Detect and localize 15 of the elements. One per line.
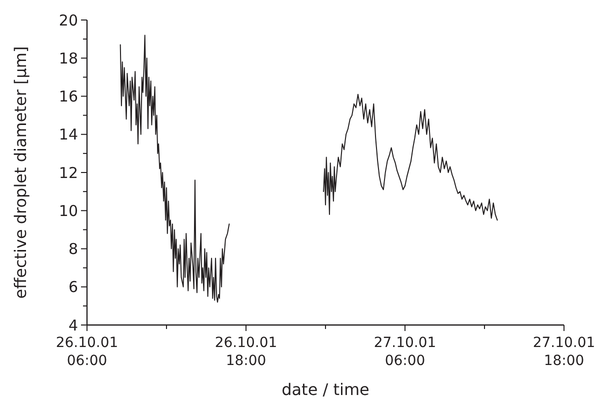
x-tick-label: 26.10.01 06:00	[56, 335, 118, 369]
y-tick-label: 18	[58, 49, 78, 68]
y-tick-label: 14	[58, 126, 78, 144]
x-tick-label: 26.10.01 18:00	[214, 335, 278, 369]
y-axis-title: effective droplet diameter [µm]	[11, 46, 30, 299]
y-tick-label: 6	[68, 278, 78, 296]
y-tick-label: 12	[58, 164, 78, 182]
y-tick-label: 20	[58, 11, 78, 30]
y-tick-label: 10	[58, 202, 78, 220]
x-tick-label: 27.10.01 18:00	[532, 335, 596, 369]
x-axis-title: date / time	[282, 380, 370, 399]
y-tick-label: 16	[58, 88, 78, 106]
x-tick-label: 27.10.01 06:00	[374, 335, 436, 369]
y-tick-label: 4	[68, 316, 78, 334]
y-tick-label: 8	[68, 240, 78, 258]
